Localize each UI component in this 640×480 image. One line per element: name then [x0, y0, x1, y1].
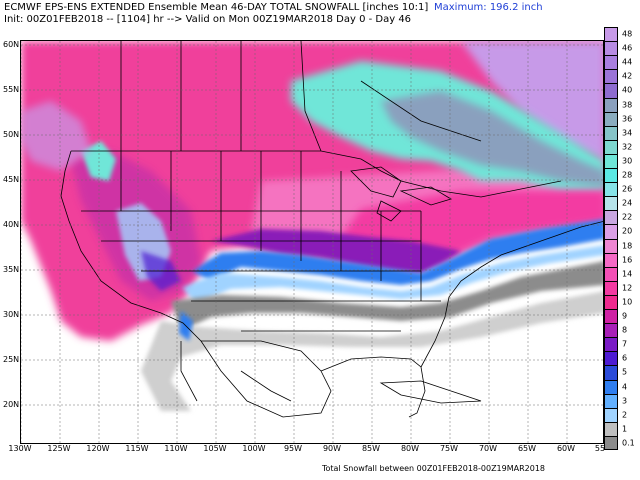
lon-label: 60W [556, 444, 576, 453]
lon-label: 85W [361, 444, 381, 453]
legend-label: 42 [622, 71, 633, 81]
legend-swatch [604, 168, 618, 183]
legend-swatch [604, 69, 618, 84]
legend-label: 40 [622, 85, 633, 95]
legend-label: 4 [622, 382, 628, 392]
legend-swatch [604, 421, 618, 437]
map-subtitle: Init: 00Z01FEB2018 -- [1104] hr --> Vali… [4, 14, 412, 25]
lat-label: 30N [3, 310, 20, 319]
lon-label: 70W [478, 444, 498, 453]
legend-swatch [604, 83, 618, 98]
legend-label: 28 [622, 170, 633, 180]
legend-swatch [604, 238, 618, 254]
legend-swatch [604, 41, 618, 56]
map-title: ECMWF EPS-ENS EXTENDED Ensemble Mean 46-… [4, 2, 429, 13]
legend-label: 18 [622, 241, 633, 251]
lon-label: 130W [8, 444, 32, 453]
color-legend: 48 46 44 42 40 38 36 34 32 30 28 26 24 22 20 18 16 14 12 10… [604, 27, 640, 451]
lat-label: 60N [3, 40, 20, 49]
legend-label: 9 [622, 311, 628, 321]
lon-label: 110W [164, 444, 188, 453]
legend-label: 24 [622, 198, 633, 208]
valid-range-caption: Total Snowfall between 00Z01FEB2018-00Z1… [322, 464, 546, 473]
legend-label: 22 [622, 212, 633, 222]
snowfall-map [20, 40, 604, 444]
lon-label: 115W [125, 444, 149, 453]
legend-label: 2 [622, 410, 628, 420]
legend-swatch [604, 407, 618, 423]
legend-label: 32 [622, 142, 633, 152]
legend-label: 16 [622, 255, 633, 265]
lon-label: 65W [517, 444, 537, 453]
legend-label: 14 [622, 269, 633, 279]
boundary-lines [60, 41, 603, 418]
legend-swatch [604, 182, 618, 197]
legend-label: 10 [622, 297, 633, 307]
lon-label: 80W [400, 444, 420, 453]
legend-swatch [604, 379, 618, 395]
legend-label: 8 [622, 325, 628, 335]
legend-label: 12 [622, 283, 633, 293]
graticule [21, 41, 603, 443]
lat-label: 50N [3, 130, 20, 139]
legend-label: 36 [622, 114, 633, 124]
legend-label: 7 [622, 339, 628, 349]
legend-swatch [604, 323, 618, 338]
legend-swatch [604, 252, 618, 268]
lon-label: 105W [203, 444, 227, 453]
lon-label: 55 [594, 444, 606, 453]
lat-label: 20N [3, 400, 20, 409]
lon-label: 100W [242, 444, 266, 453]
lon-label: 90W [322, 444, 342, 453]
legend-swatch [604, 435, 618, 451]
legend-label: 3 [622, 396, 628, 406]
lat-label: 25N [3, 355, 20, 364]
lon-label: 75W [439, 444, 459, 453]
legend-swatch [604, 210, 618, 225]
legend-swatch [604, 196, 618, 211]
legend-swatch [604, 224, 618, 239]
legend-swatch [604, 27, 618, 42]
legend-label: 30 [622, 156, 633, 166]
legend-swatch [604, 309, 618, 324]
lon-label: 125W [47, 444, 71, 453]
legend-swatch [604, 153, 618, 169]
legend-label: 34 [622, 128, 633, 138]
legend-swatch [604, 351, 618, 366]
legend-swatch [604, 111, 618, 127]
legend-swatch [604, 139, 618, 155]
legend-label: 26 [622, 184, 633, 194]
maximum-label: Maximum: 196.2 inch [434, 2, 543, 13]
legend-label: 0.1 [622, 438, 635, 448]
lat-label: 35N [3, 265, 20, 274]
legend-swatch [604, 125, 618, 141]
legend-swatch [604, 365, 618, 380]
legend-label: 1 [622, 424, 628, 434]
lat-label: 40N [3, 220, 20, 229]
legend-label: 6 [622, 353, 628, 363]
legend-swatch [604, 393, 618, 409]
legend-label: 44 [622, 57, 633, 67]
legend-swatch [604, 294, 618, 310]
lat-label: 55N [3, 85, 20, 94]
legend-swatch [604, 97, 618, 113]
lon-label: 120W [86, 444, 110, 453]
snowfall-shading [21, 41, 603, 411]
legend-swatch [604, 55, 618, 70]
legend-label: 20 [622, 226, 633, 236]
lat-label: 45N [3, 175, 20, 184]
legend-swatch [604, 337, 618, 352]
map-canvas [21, 41, 603, 443]
lon-label: 95W [283, 444, 303, 453]
legend-label: 46 [622, 43, 633, 53]
legend-label: 48 [622, 29, 633, 39]
legend-label: 38 [622, 100, 633, 110]
legend-swatch [604, 280, 618, 296]
legend-swatch [604, 266, 618, 282]
legend-label: 5 [622, 367, 628, 377]
